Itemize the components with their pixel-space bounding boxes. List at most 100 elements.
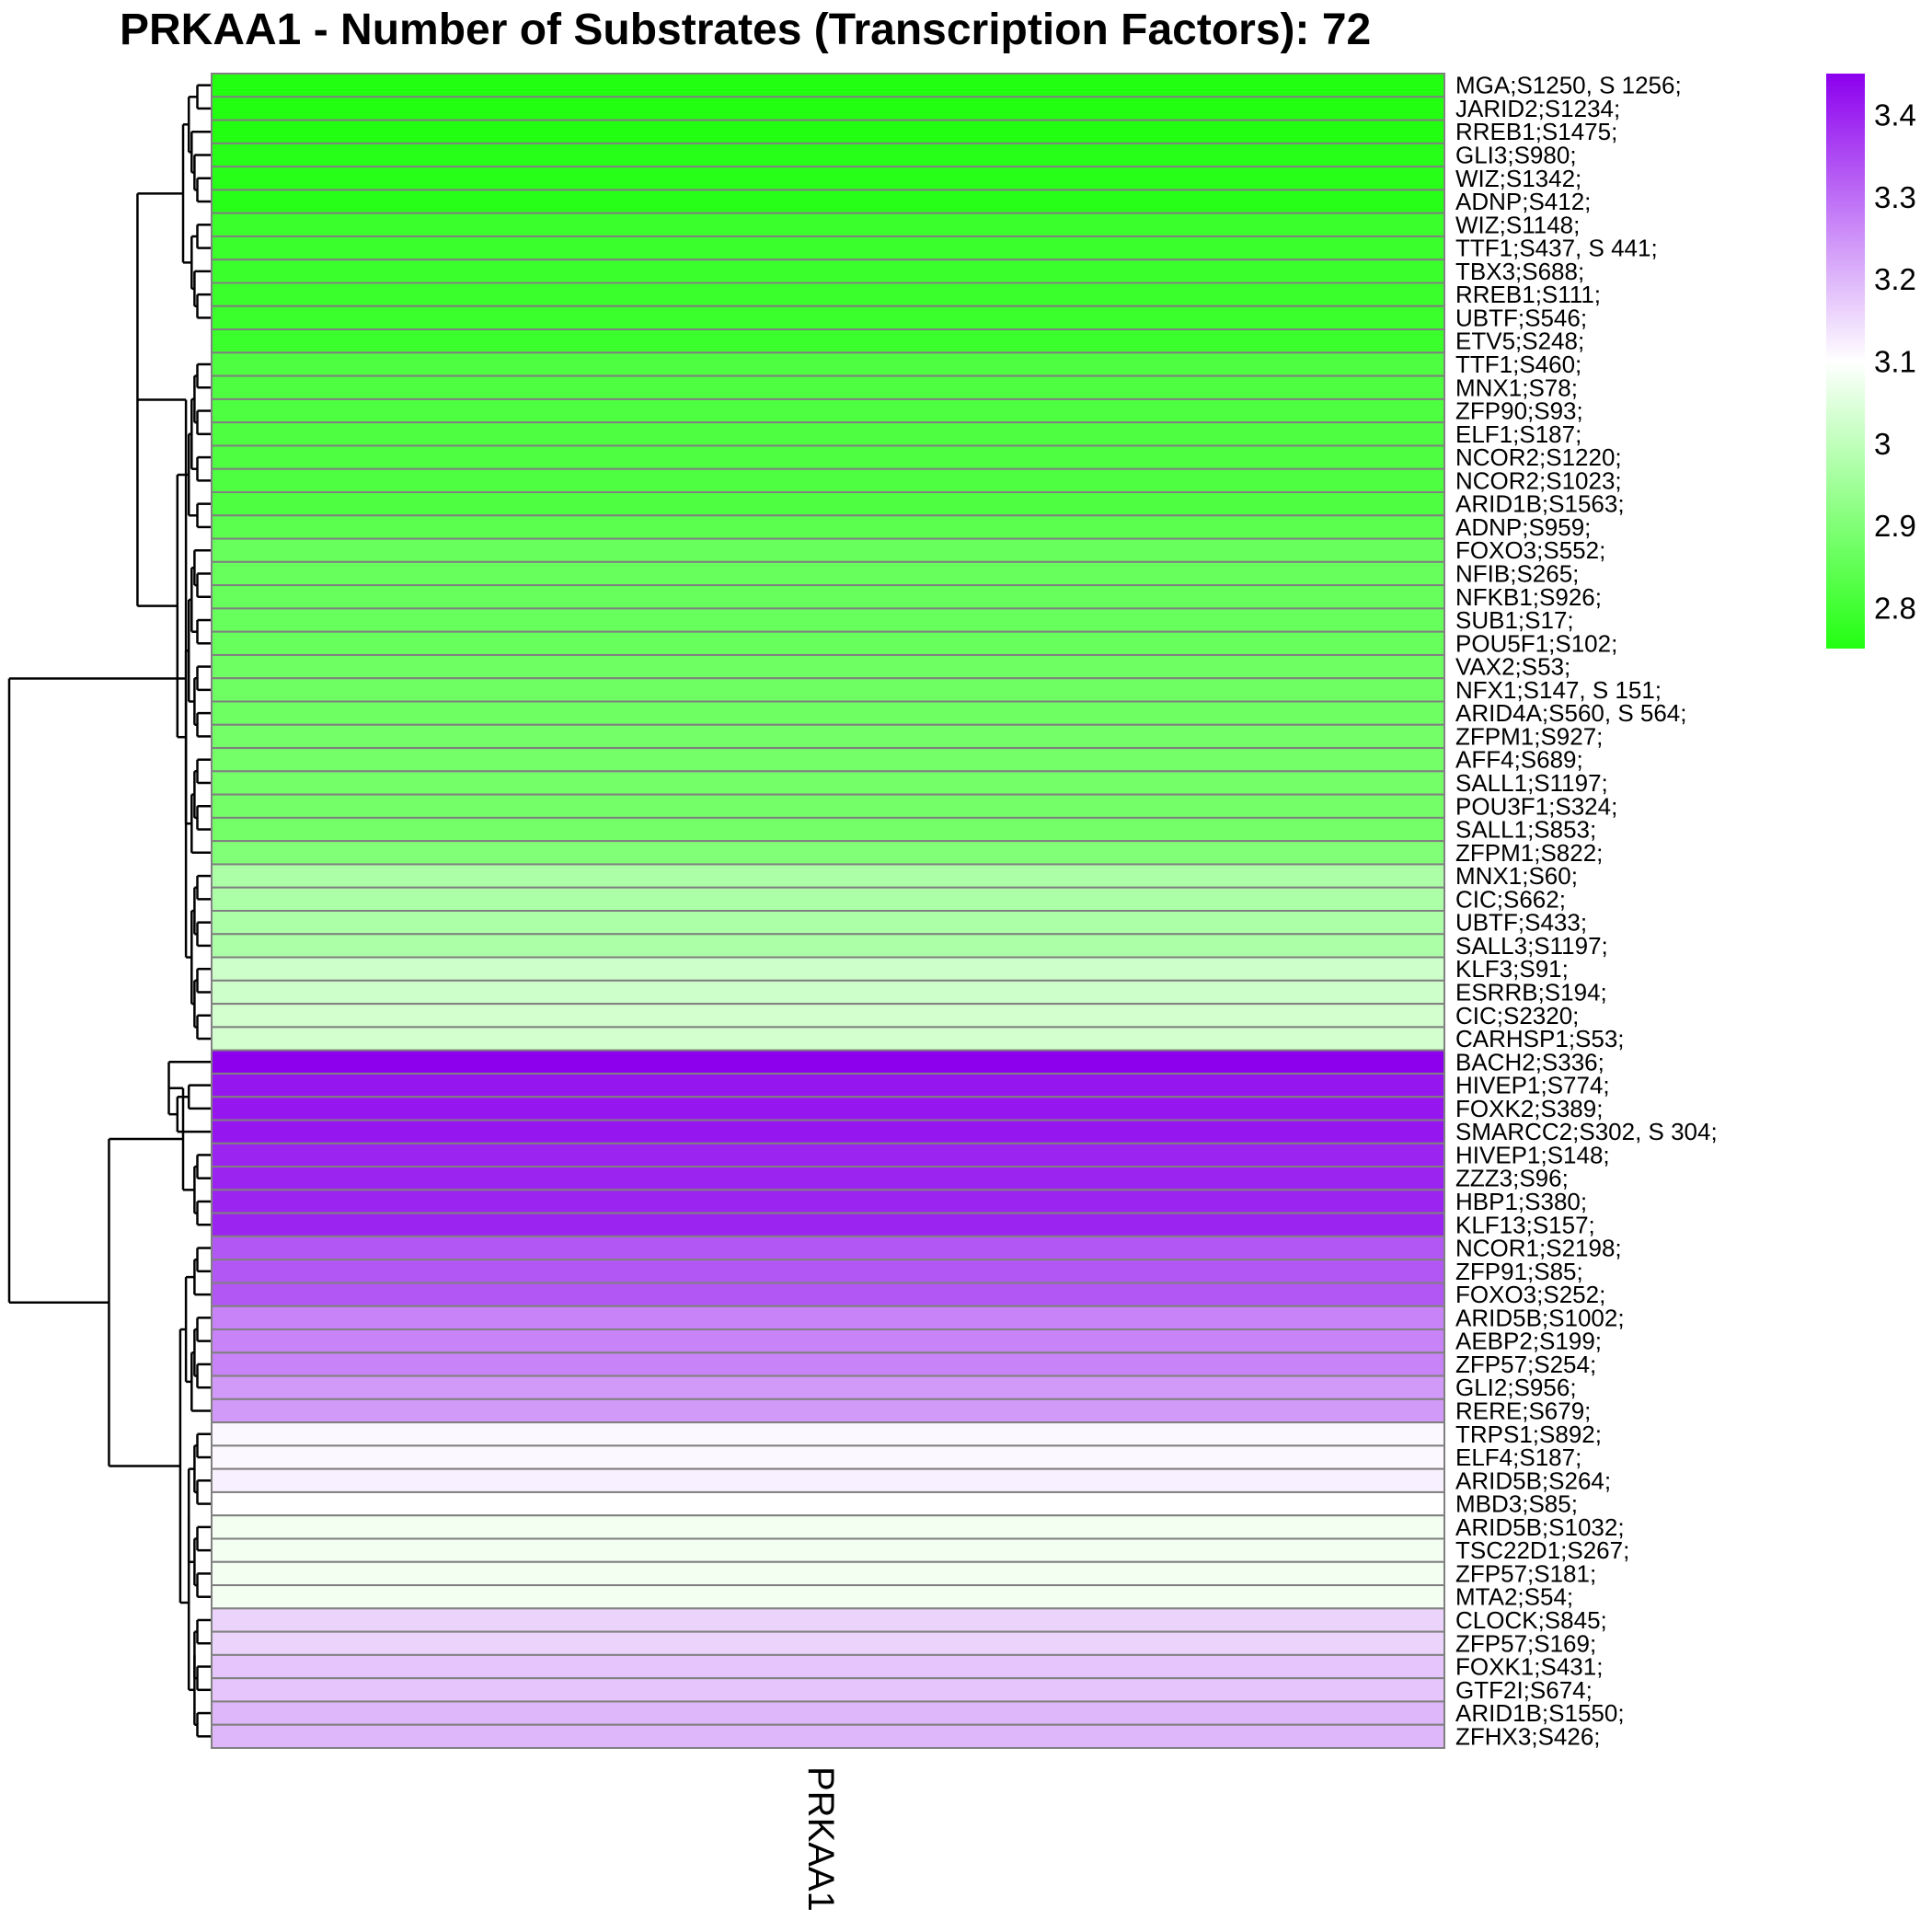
row-label: POU5F1;S102; [1455, 629, 1617, 657]
row-label: NCOR2;S1023; [1455, 466, 1622, 494]
row-label: VAX2;S53; [1455, 653, 1570, 681]
row-label: RERE;S679; [1455, 1397, 1591, 1424]
row-label: HBP1;S380; [1455, 1188, 1587, 1215]
row-label: WIZ;S1148; [1455, 211, 1580, 238]
row-label: BACH2;S336; [1455, 1048, 1604, 1075]
row-label: ZZZ3;S96; [1455, 1165, 1569, 1192]
heatmap-cell [211, 1700, 1445, 1726]
row-label: ADNP;S412; [1455, 188, 1591, 215]
heatmap-cell [211, 212, 1445, 237]
heatmap-cell [211, 1189, 1445, 1214]
legend-ticks: 3.4 3.3 3.2 3.1 3 2.9 2.8 [1874, 98, 1916, 626]
row-label: TSC22D1;S267; [1455, 1536, 1629, 1564]
row-label: TRPS1;S892; [1455, 1420, 1602, 1448]
legend-tick-label: 2.9 [1874, 509, 1916, 543]
heatmap-cell [211, 96, 1445, 121]
row-label: ARID5B;S1002; [1455, 1304, 1625, 1331]
row-label: NCOR1;S2198; [1455, 1235, 1622, 1262]
heatmap-cell [211, 73, 1445, 98]
heatmap-cell [211, 1723, 1445, 1749]
heatmap-cell [211, 1490, 1445, 1517]
heatmap-cell [211, 1444, 1445, 1470]
row-label: ETV5;S248; [1455, 328, 1584, 355]
heatmap-cell [211, 1607, 1445, 1633]
row-label: FOXO3;S252; [1455, 1281, 1605, 1308]
heatmap-cell [211, 1259, 1445, 1284]
column-label: PRKAA1 [800, 1766, 841, 1912]
heatmap-cell [211, 374, 1445, 400]
row-label: CARHSP1;S53; [1455, 1025, 1625, 1052]
row-label: SALL3;S1197; [1455, 932, 1608, 960]
heatmap-cell [211, 1096, 1445, 1121]
legend-tick-label: 3.4 [1874, 98, 1916, 132]
heatmap-cell [211, 560, 1445, 587]
row-label: ARID1B;S1550; [1455, 1699, 1625, 1727]
row-label: ESRRB;S194; [1455, 978, 1607, 1006]
row-label: ZFP57;S254; [1455, 1351, 1596, 1378]
heatmap-cell [211, 677, 1445, 703]
heatmap-cell [211, 1119, 1445, 1144]
color-legend: 3.4 3.3 3.2 3.1 3 2.9 2.8 [1826, 74, 1916, 649]
row-label: POU3F1;S324; [1455, 792, 1617, 820]
legend-tick-label: 2.8 [1874, 591, 1916, 625]
heatmap-cells [211, 73, 1445, 1749]
heatmap-cell [211, 142, 1445, 168]
heatmap-cell [211, 1235, 1445, 1261]
chart-title: PRKAA1 - Number of Substrates (Transcrip… [120, 6, 1371, 54]
heatmap-cell [211, 491, 1445, 517]
heatmap-cell [211, 1537, 1445, 1563]
heatmap-cell [211, 1653, 1445, 1680]
heatmap-cell [211, 421, 1445, 447]
row-label: HIVEP1;S774; [1455, 1072, 1610, 1099]
row-label: CIC;S2320; [1455, 1002, 1579, 1029]
heatmap-cell [211, 305, 1445, 331]
heatmap-cell [211, 979, 1445, 1006]
heatmap-cell [211, 1003, 1445, 1029]
row-label: ZFP57;S169; [1455, 1629, 1596, 1657]
row-label: RREB1;S111; [1455, 281, 1601, 308]
heatmap-cell [211, 514, 1445, 540]
row-label: MGA;S1250, S 1256; [1455, 72, 1682, 99]
row-label: MNX1;S78; [1455, 374, 1578, 401]
row-label: ZFPM1;S927; [1455, 722, 1603, 750]
row-label: ZFP91;S85; [1455, 1258, 1583, 1285]
row-label: GLI2;S956; [1455, 1374, 1577, 1401]
row-label: UBTF;S433; [1455, 909, 1587, 937]
row-label: ELF4;S187; [1455, 1443, 1581, 1471]
row-label: FOXK2;S389; [1455, 1095, 1603, 1122]
heatmap-cell [211, 467, 1445, 494]
heatmap-cell [211, 816, 1445, 843]
row-label: ZFPM1;S822; [1455, 839, 1603, 867]
heatmap-cell [211, 886, 1445, 913]
heatmap-cell [211, 166, 1445, 191]
heatmap-cell [211, 840, 1445, 866]
legend-color-bar [1826, 74, 1865, 649]
row-label: ARID5B;S264; [1455, 1466, 1611, 1494]
row-label: FOXK1;S431; [1455, 1653, 1603, 1681]
row-label: NCOR2;S1220; [1455, 443, 1622, 471]
heatmap-cell [211, 328, 1445, 354]
row-label: ARID5B;S1032; [1455, 1513, 1625, 1541]
legend-tick-label: 3.3 [1874, 180, 1916, 214]
heatmap-cell [211, 235, 1445, 261]
heatmap-cell [211, 933, 1445, 959]
heatmap-cell [211, 653, 1445, 680]
heatmap-cell [211, 747, 1445, 773]
heatmap-cell [211, 1374, 1445, 1400]
row-label: AEBP2;S199; [1455, 1328, 1602, 1355]
row-labels: MGA;S1250, S 1256;JARID2;S1234;RREB1;S14… [1455, 72, 1718, 1751]
legend-tick-label: 3.1 [1874, 345, 1916, 379]
heatmap-cell [211, 1072, 1445, 1098]
row-label: ELF1;S187; [1455, 420, 1581, 448]
heatmap-cell [211, 1212, 1445, 1237]
heatmap-cell [211, 1677, 1445, 1703]
row-label: FOXO3;S552; [1455, 536, 1605, 564]
row-label: KLF3;S91; [1455, 955, 1569, 983]
row-label: NFIB;S265; [1455, 559, 1579, 587]
row-label: SALL1;S1197; [1455, 769, 1608, 797]
heatmap-cell [211, 1514, 1445, 1540]
row-label: NFX1;S147, S 151; [1455, 676, 1662, 704]
heatmap-cell [211, 119, 1445, 144]
heatmap-cell [211, 1049, 1445, 1075]
heatmap-cell [211, 793, 1445, 819]
